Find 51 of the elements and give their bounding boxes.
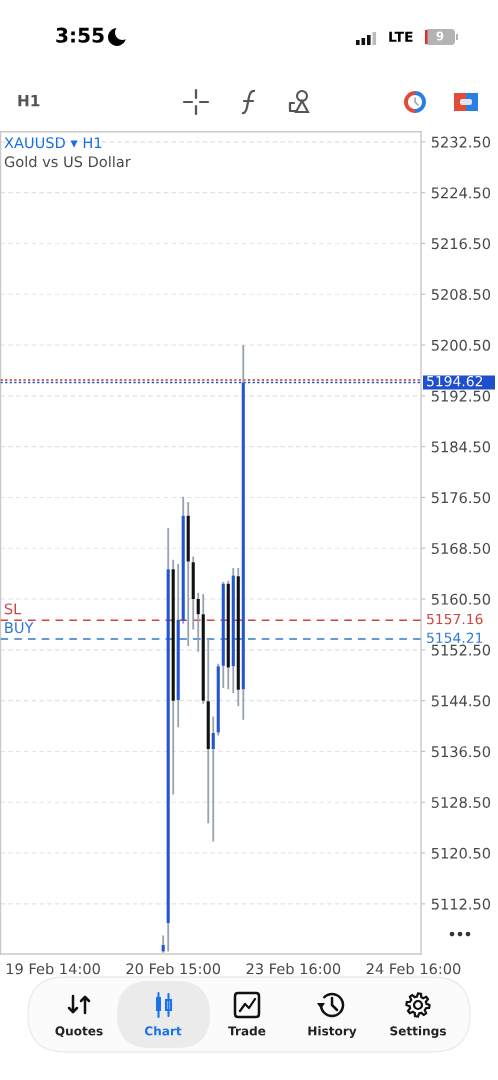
text: H1 — [18, 95, 40, 107]
text: 3:55 — [56, 27, 104, 43]
y-tick-label: 5176.50 — [431, 492, 491, 504]
candlestick — [236, 567, 240, 708]
x-tick-label: 19 Feb 14:00 — [6, 963, 100, 975]
text: Quotes — [55, 1026, 103, 1038]
text: History — [308, 1026, 357, 1038]
text: 9 — [436, 31, 444, 41]
text: Chart — [144, 1026, 182, 1036]
y-tick-label: 5208.50 — [431, 288, 491, 300]
candlestick — [221, 580, 225, 689]
candlestick — [171, 558, 175, 796]
chart-title: XAUUSD ▾ H1 — [4, 137, 102, 149]
y-tick-label: 5120.50 — [431, 847, 491, 859]
y-tick-label: 5128.50 — [431, 796, 491, 808]
candlestick — [216, 662, 220, 737]
y-tick-label: 5232.50 — [431, 136, 491, 148]
x-tick-label: 23 Feb 16:00 — [246, 963, 341, 975]
y-tick-label: 5112.50 — [431, 898, 491, 910]
candlestick — [231, 567, 235, 694]
y-tick-label: 5152.50 — [431, 644, 491, 656]
y-tick-label: 5144.50 — [431, 695, 491, 707]
text: 5154.21 — [427, 632, 483, 644]
text: Gold vs US Dollar — [4, 155, 131, 168]
y-tick-label: 5168.50 — [431, 542, 491, 554]
y-tick-label: 5136.50 — [431, 746, 491, 758]
y-tick-label: 5160.50 — [431, 593, 491, 605]
candlestick — [206, 637, 210, 825]
text: Settings — [390, 1026, 446, 1038]
ref-line-label: SL — [4, 603, 22, 615]
x-tick-label: 20 Feb 15:00 — [126, 963, 221, 975]
ref-line-label: 5194.62 — [427, 375, 483, 387]
candlestick — [186, 500, 190, 647]
candlestick — [196, 591, 200, 653]
y-tick-label: 5224.50 — [431, 187, 491, 199]
candlestick — [201, 593, 205, 705]
text: LTE — [389, 31, 413, 42]
candlestick — [211, 715, 215, 843]
y-tick-label: 5184.50 — [431, 441, 491, 453]
candlestick — [226, 579, 230, 691]
candlestick — [166, 527, 170, 953]
ref-line-label: BUY — [5, 622, 34, 634]
y-tick-label: 5192.50 — [431, 390, 491, 402]
candlestick — [181, 495, 185, 625]
candlestick — [176, 563, 180, 729]
text: Trade — [228, 1026, 266, 1036]
text: 5157.16 — [427, 613, 483, 625]
y-tick-label: 5200.50 — [431, 339, 491, 351]
y-tick-label: 5216.50 — [431, 238, 491, 250]
x-tick-label: 24 Feb 16:00 — [366, 963, 461, 975]
candlestick — [191, 555, 195, 631]
